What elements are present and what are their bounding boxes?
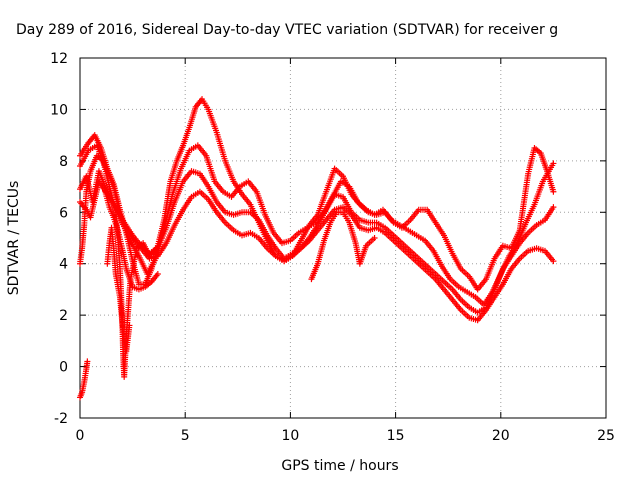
y-tick-label: -2	[54, 411, 68, 427]
series-trace-9	[77, 358, 91, 401]
chart-title: Day 289 of 2016, Sidereal Day-to-day VTE…	[16, 22, 558, 38]
y-tick-labels: -2 0 2 4 6 8 10 12	[50, 51, 68, 427]
data-point	[152, 245, 159, 252]
x-tick-label: 0	[76, 428, 85, 444]
x-axis-label: GPS time / hours	[281, 458, 398, 474]
series-trace-8	[308, 209, 378, 283]
x-tick-label: 25	[597, 428, 615, 444]
series-trace-6	[102, 188, 161, 293]
series-trace-7	[104, 224, 133, 355]
data-point	[371, 235, 378, 241]
x-tick-label: 15	[387, 428, 405, 444]
y-tick-label: 4	[59, 257, 68, 273]
data-point	[126, 322, 133, 329]
x-tick-label: 10	[281, 428, 299, 444]
series-trace-3	[77, 168, 557, 316]
y-axis-label: SDTVAR / TECUs	[6, 181, 22, 296]
x-tick-labels: 0 5 10 15 20 25	[76, 428, 615, 444]
data-point	[550, 160, 557, 167]
data-point	[550, 204, 557, 211]
y-tick-label: 12	[50, 51, 68, 67]
y-tick-label: 0	[59, 360, 68, 376]
plot-area	[79, 57, 607, 419]
y-tick-label: 10	[50, 102, 68, 118]
data-series	[77, 96, 557, 401]
y-tick-label: 6	[59, 205, 68, 221]
data-point	[550, 258, 557, 265]
x-tick-label: 5	[181, 428, 190, 444]
y-tick-label: 8	[59, 154, 68, 170]
x-tick-label: 20	[492, 428, 510, 444]
data-point	[84, 358, 91, 365]
data-point	[154, 271, 161, 277]
series-trace-4	[77, 178, 557, 324]
axis-ticks	[79, 57, 607, 419]
y-tick-label: 2	[59, 308, 68, 324]
data-point	[550, 188, 557, 195]
